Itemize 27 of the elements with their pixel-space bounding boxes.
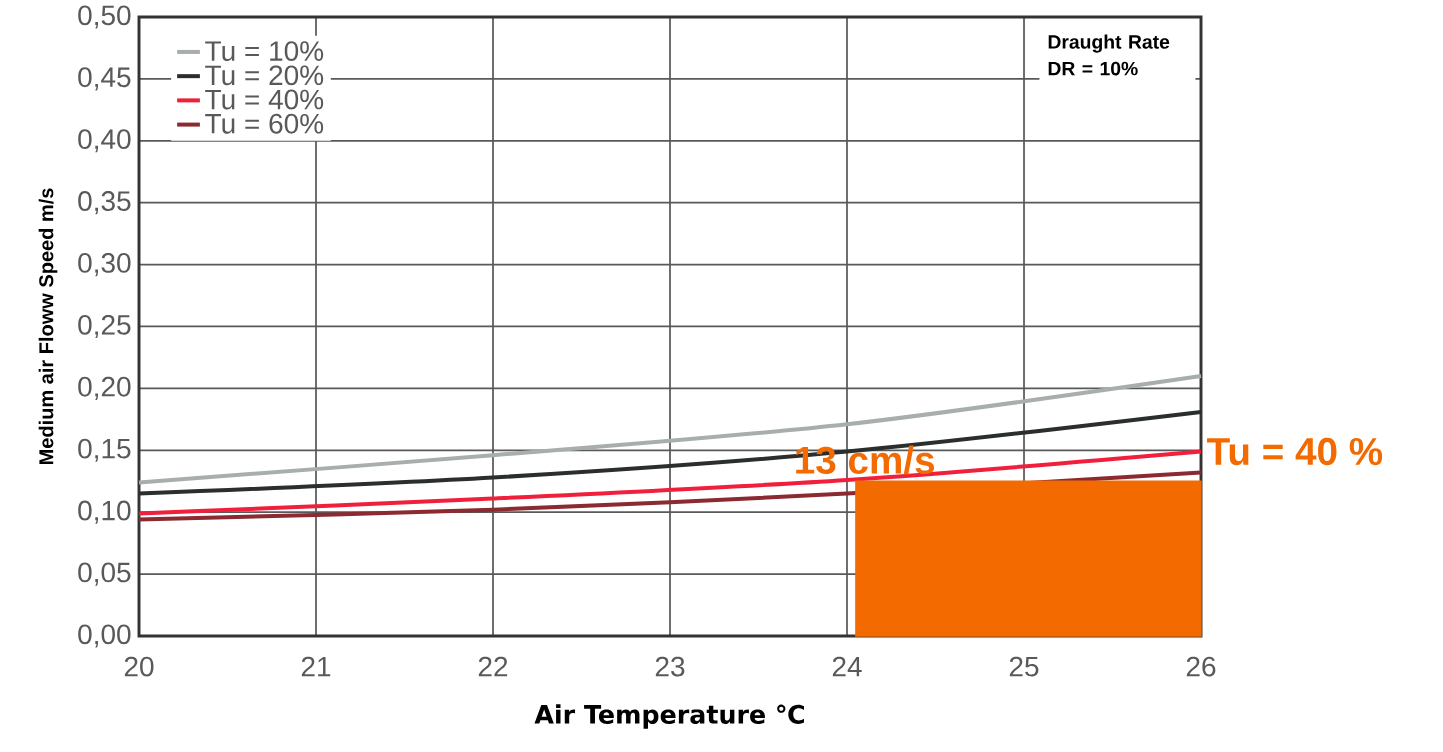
y-tick-label: 0,45: [78, 67, 131, 91]
x-axis-title: Air Temperature ℃: [534, 704, 804, 729]
x-tick-label: 26: [1186, 656, 1216, 677]
annotation: Draught Rate DR = 10%: [1048, 34, 1170, 76]
y-tick-label: 0,00: [78, 624, 131, 648]
y-tick-label: 0,50: [78, 5, 131, 29]
y-tick-label: 0,05: [78, 562, 131, 586]
x-tick-label: 21: [301, 656, 331, 677]
y-tick-label: 0,35: [78, 191, 131, 215]
annotation: Tu = 40 %: [1207, 437, 1383, 466]
y-tick-label: 0,10: [78, 500, 131, 524]
legend-label: Tu = 20%: [205, 65, 324, 86]
x-tick-label: 23: [655, 656, 685, 677]
x-tick-label: 24: [832, 656, 862, 677]
x-tick-label: 20: [124, 656, 154, 677]
y-tick-label: 0,30: [78, 253, 131, 277]
line-series: [137, 374, 1203, 485]
legend-label: Tu = 10%: [205, 41, 324, 61]
legend-label: Tu = 40%: [205, 89, 324, 110]
y-axis-title: Medium air Floww Speed m/s: [38, 188, 58, 465]
y-tick-label: 0,20: [78, 376, 131, 400]
legend-label: Tu = 60%: [205, 113, 324, 134]
x-tick-label: 25: [1009, 656, 1039, 677]
y-tick-label: 0,25: [78, 314, 131, 339]
y-tick-label: 0,40: [78, 129, 131, 153]
x-tick-label: 22: [478, 656, 508, 677]
y-tick-label: 0,15: [78, 438, 131, 462]
